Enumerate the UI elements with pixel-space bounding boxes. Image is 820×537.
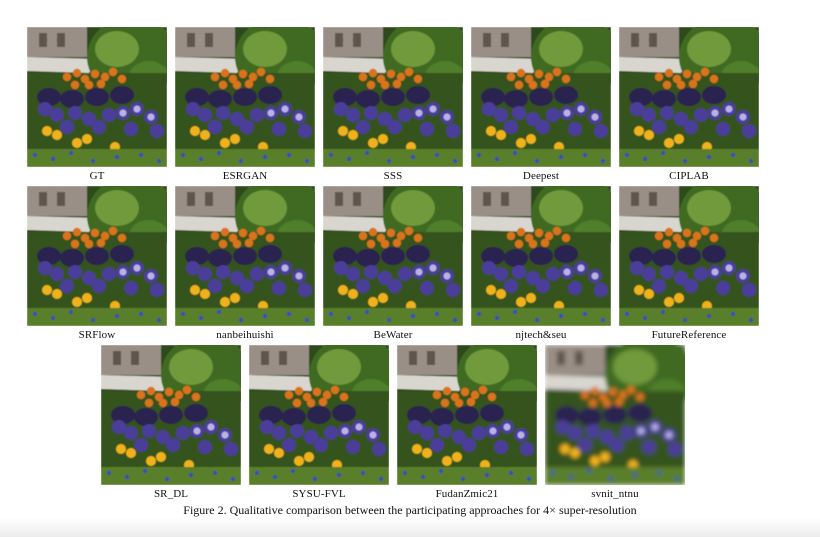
panel-nanbeihuishi: nanbeihuishi — [175, 186, 315, 341]
figure-caption: Figure 2. Qualitative comparison between… — [183, 503, 637, 517]
panel-label: SRFlow — [78, 329, 116, 341]
panel-label: SSS — [383, 170, 403, 182]
panel-srflow: SRFlow — [27, 186, 167, 341]
panel-deepest: Deepest — [471, 27, 611, 182]
panel-esrgan: ESRGAN — [175, 27, 315, 182]
flower-image — [545, 345, 685, 485]
panel-label: ESRGAN — [222, 170, 268, 182]
flower-image — [175, 186, 315, 326]
panel-svnit-ntnu: svnit_ntnu — [545, 345, 685, 500]
panel-label: FudanZmic21 — [435, 488, 499, 500]
panel-sss: SSS — [323, 27, 463, 182]
panel-sr-dl: SR_DL — [101, 345, 241, 500]
flower-image — [101, 345, 241, 485]
panel-label: FutureReference — [651, 329, 727, 341]
flower-image — [397, 345, 537, 485]
flower-image — [323, 27, 463, 167]
panel-fudanzmic21: FudanZmic21 — [397, 345, 537, 500]
panel-label: nanbeihuishi — [216, 329, 274, 341]
panel-sysu-fvl: SYSU-FVL — [249, 345, 389, 500]
panel-label: GT — [89, 170, 105, 182]
flower-image — [619, 186, 759, 326]
panel-label: Deepest — [522, 170, 560, 182]
flower-image — [27, 186, 167, 326]
panel-label: SR_DL — [153, 488, 189, 500]
panel-futurereference: FutureReference — [619, 186, 759, 341]
panel-label: svnit_ntnu — [591, 488, 639, 500]
panel-ciplab: CIPLAB — [619, 27, 759, 182]
panel-njtech-seu: njtech&seu — [471, 186, 611, 341]
panel-label: njtech&seu — [515, 329, 567, 341]
flower-image — [471, 186, 611, 326]
page-bottom-edge — [0, 518, 820, 537]
flower-image — [175, 27, 315, 167]
panel-bewater: BeWater — [323, 186, 463, 341]
flower-image — [323, 186, 463, 326]
panel-label: SYSU-FVL — [292, 488, 346, 500]
flower-image — [471, 27, 611, 167]
flower-image — [249, 345, 389, 485]
flower-image — [27, 27, 167, 167]
panel-gt: GT — [27, 27, 167, 182]
flower-image — [619, 27, 759, 167]
panel-label: CIPLAB — [669, 170, 709, 182]
panel-label: BeWater — [373, 329, 413, 341]
